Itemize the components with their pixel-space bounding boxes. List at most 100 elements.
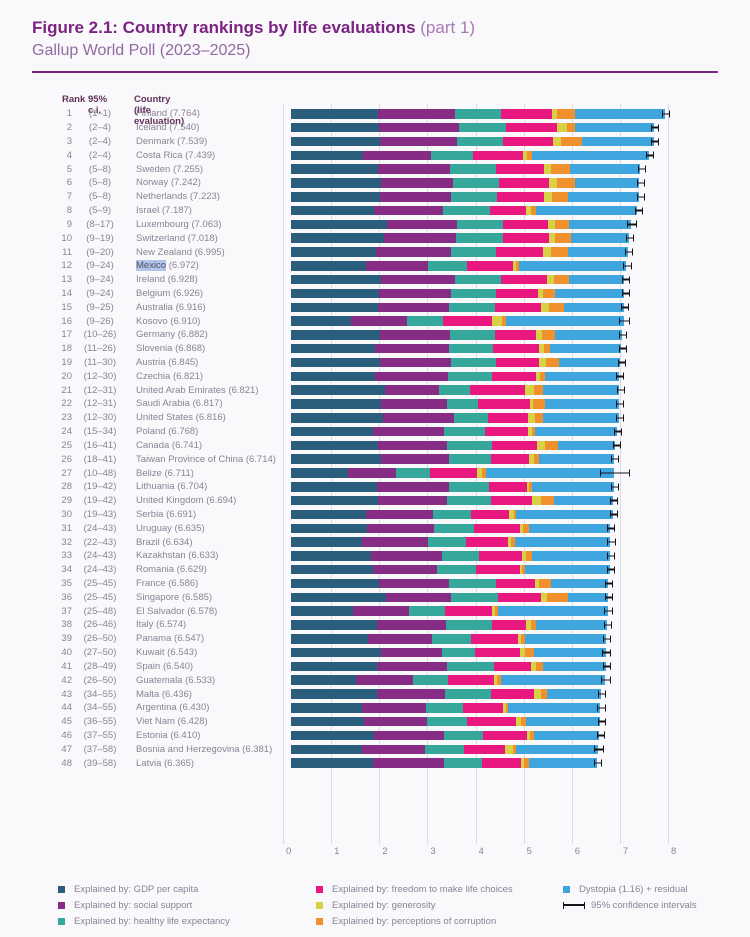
segment-freedom [463,744,506,755]
country-name: Austria [136,357,166,369]
country-name: Belgium [136,287,171,299]
bar-cell [291,150,676,161]
segment-dystopia [486,468,614,478]
segment-dystopia [554,495,614,506]
stacked-bar [291,371,676,382]
rank-value: 27 [61,467,72,479]
ci-range: (39–58) [83,757,117,769]
rank-value: 48 [61,757,72,769]
stacked-bar [291,509,676,520]
segment-generosity [521,758,525,768]
segment-corruption [542,288,556,299]
confidence-interval-bar [597,704,606,712]
segment-corruption [533,399,545,409]
country-label: Belgium (6.926) [136,287,204,299]
segment-health [455,274,501,285]
country-label: Slovenia (6.868) [136,343,206,355]
legend-item: Explained by: freedom to make life choic… [316,881,563,897]
segment-dystopia [526,716,601,727]
ci-range: (2–4) [88,136,112,148]
segment-gdp [291,661,377,672]
country-row: 23 (12–30) United States (6.816) [0,411,750,425]
segment-corruption [550,247,569,257]
rank-value: 2 [66,122,72,134]
country-name: Bosnia and Herzegovina [136,743,240,755]
rank-value: 34 [61,564,72,576]
segment-health [453,413,488,423]
segment-social [377,302,449,313]
confidence-interval-icon [563,901,585,909]
segment-dystopia [519,261,627,271]
segment-generosity [505,744,514,755]
segment-health [457,136,503,147]
segment-generosity [544,192,553,202]
country-name: Argentina [136,702,177,714]
country-label: Poland (6.768) [136,426,199,438]
confidence-interval-bar [620,303,629,311]
rank-value: 12 [61,260,72,272]
segment-health [432,509,471,520]
rank-value: 23 [61,412,72,424]
bar-cell [291,247,676,257]
segment-gdp [291,592,387,603]
bar-cell [291,758,676,768]
bar-cell [291,647,676,658]
country-row: 5 (5–8) Sweden (7.255) [0,162,750,176]
country-name-highlighted: Mexico [136,260,167,272]
stacked-bar [291,634,676,644]
confidence-interval-bar [605,593,614,601]
segment-gdp [291,178,381,188]
ci-range: (37–55) [83,729,117,741]
segment-health [448,343,494,354]
segment-social [386,592,452,603]
segment-gdp [291,413,383,423]
ci-range: (37–58) [83,743,117,755]
segment-corruption [515,261,520,271]
country-name: Spain [136,660,161,672]
segment-dystopia [568,592,608,603]
country-name: Slovenia [136,343,173,355]
segment-social [380,192,452,202]
segment-gdp [291,343,376,354]
segment-dystopia [549,343,622,354]
segment-gdp [291,136,381,147]
country-row: 41 (28–49) Spain (6.540) [0,660,750,674]
segment-social [378,288,451,299]
country-name: United Arab Emirates [136,384,226,396]
segment-gdp [291,261,366,271]
country-row: 44 (34–55) Argentina (6.430) [0,701,750,715]
ci-range: (12–31) [83,384,117,396]
country-name: Guatemala [136,674,183,686]
bar-cell [291,343,676,354]
ci-range: (9–20) [86,246,114,258]
bar-cell [291,454,676,464]
confidence-interval-bar [597,718,606,726]
stacked-bar [291,330,676,340]
segment-generosity [549,178,558,188]
segment-social [384,233,456,243]
bar-cell [291,205,676,216]
country-name: Italy [136,619,154,631]
bar-cell [291,302,676,313]
segment-gdp [291,578,379,589]
segment-dystopia [568,274,625,285]
segment-dystopia [533,730,600,741]
segment-freedom [500,274,547,285]
country-name: United States [136,412,194,424]
segment-dystopia [546,689,601,699]
confidence-interval-bar [637,179,646,187]
ci-range: (24–43) [83,564,117,576]
country-rows: 1 (1–1) Finland (7.764) 2 (2–4) Iceland (7.54… [0,107,750,770]
country-label: Uruguay (6.635) [136,522,205,534]
legend: Explained by: GDP per capita Explained by… [58,881,743,929]
legend-label: Explained by: generosity [332,899,436,911]
rank-value: 9 [66,218,72,230]
segment-corruption [526,551,532,561]
segment-gdp [291,675,356,685]
stacked-bar [291,620,676,630]
country-name: Romania [136,564,175,576]
bar-cell [291,136,676,147]
country-row: 21 (12–31) United Arab Emirates (6.821) [0,383,750,397]
country-label: Belize (6.711) [136,467,194,479]
rank-value: 29 [61,495,72,507]
